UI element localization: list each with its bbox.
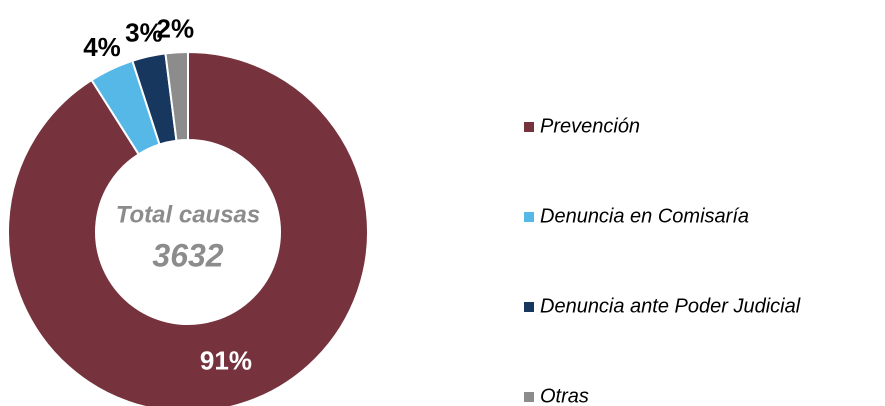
data-label: 91% <box>200 345 252 375</box>
legend-swatch <box>524 392 534 402</box>
legend-label: Denuncia en Comisaría <box>540 205 749 227</box>
legend-label: Denuncia ante Poder Judicial <box>540 295 801 317</box>
data-label: 4% <box>83 32 121 62</box>
legend-label: Otras <box>540 385 589 406</box>
center-value: 3632 <box>152 237 223 273</box>
legend-swatch <box>524 212 534 222</box>
donut-slice <box>7 50 369 406</box>
donut-slice <box>164 50 189 142</box>
data-label: 2% <box>157 13 195 43</box>
legend-label: Prevención <box>540 115 640 137</box>
data-label: 3% <box>125 18 163 48</box>
center-label: Total causas <box>116 201 261 228</box>
legend-swatch <box>524 302 534 312</box>
legend-swatch <box>524 122 534 132</box>
